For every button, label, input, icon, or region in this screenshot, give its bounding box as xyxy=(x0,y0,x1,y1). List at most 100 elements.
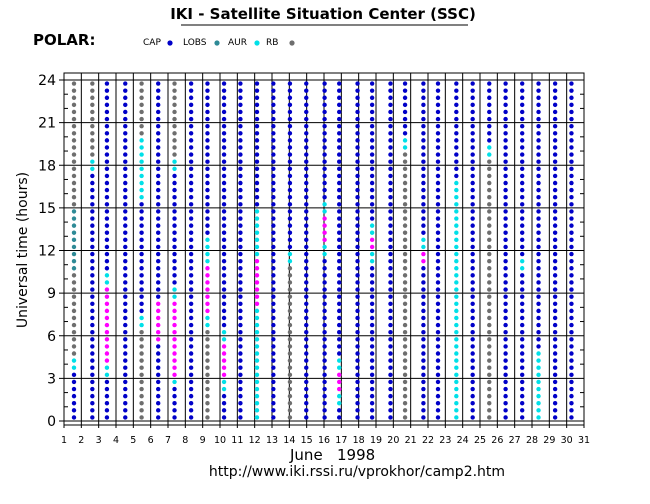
data-point xyxy=(421,138,426,143)
data-point xyxy=(369,223,375,228)
data-point xyxy=(221,116,227,122)
data-point xyxy=(337,173,342,179)
data-point xyxy=(304,337,309,342)
data-point xyxy=(123,109,128,115)
data-point xyxy=(520,244,525,250)
data-point xyxy=(71,223,77,228)
data-point xyxy=(304,209,309,214)
data-point xyxy=(322,152,327,157)
data-point xyxy=(238,237,243,243)
data-point xyxy=(470,95,475,100)
data-point xyxy=(205,273,210,278)
data-point xyxy=(470,195,475,200)
data-point xyxy=(355,322,360,328)
data-point xyxy=(71,280,77,285)
data-point xyxy=(388,223,393,228)
data-point xyxy=(454,102,459,108)
data-point xyxy=(304,344,309,349)
data-point xyxy=(71,301,77,306)
data-point xyxy=(470,337,475,342)
data-point xyxy=(369,372,375,378)
data-point xyxy=(104,251,110,257)
data-point xyxy=(123,166,128,172)
legend: CAP LOBS AUR RB xyxy=(143,38,295,48)
data-point xyxy=(254,322,260,328)
data-point xyxy=(188,88,194,93)
data-point xyxy=(71,152,77,157)
x-tick-label: 4 xyxy=(113,435,119,446)
data-point xyxy=(205,315,210,321)
data-point xyxy=(188,408,194,413)
data-point xyxy=(322,102,327,108)
data-point xyxy=(435,251,441,257)
x-tick-label: 25 xyxy=(474,435,486,446)
data-point xyxy=(487,209,492,214)
data-point xyxy=(188,251,194,257)
data-point xyxy=(487,138,492,143)
data-point xyxy=(254,337,260,342)
data-point xyxy=(435,379,441,385)
data-point xyxy=(470,372,475,378)
data-point xyxy=(71,88,77,93)
data-point xyxy=(503,95,508,100)
data-point xyxy=(156,123,161,129)
data-point xyxy=(90,223,95,228)
data-point xyxy=(421,109,426,115)
data-point xyxy=(503,315,508,321)
data-point xyxy=(402,180,408,186)
data-point xyxy=(188,322,194,328)
data-point xyxy=(238,351,243,356)
data-point xyxy=(369,386,375,392)
data-point xyxy=(188,329,194,335)
data-point xyxy=(188,386,194,392)
data-point xyxy=(454,266,459,271)
data-point xyxy=(104,81,110,86)
data-point xyxy=(271,358,276,363)
data-point xyxy=(221,337,227,342)
data-point xyxy=(322,195,327,200)
data-point xyxy=(221,237,227,243)
data-point xyxy=(123,152,128,157)
data-point xyxy=(172,322,177,328)
data-point xyxy=(421,88,426,93)
data-point xyxy=(369,329,375,335)
data-point xyxy=(487,322,492,328)
data-point xyxy=(71,202,77,207)
data-point xyxy=(304,315,309,321)
data-point xyxy=(322,266,327,271)
data-point xyxy=(355,216,360,221)
data-point xyxy=(421,166,426,172)
data-point xyxy=(123,308,128,314)
data-point xyxy=(156,393,161,399)
data-point xyxy=(139,329,144,335)
data-point xyxy=(454,195,459,200)
data-point xyxy=(487,393,492,399)
data-point xyxy=(454,337,459,342)
data-point xyxy=(90,102,95,108)
data-point xyxy=(435,280,441,285)
data-point xyxy=(304,266,309,271)
data-point xyxy=(156,244,161,250)
data-point xyxy=(536,216,541,221)
data-point xyxy=(369,102,375,108)
data-point xyxy=(156,116,161,122)
data-point xyxy=(172,372,177,378)
data-point xyxy=(552,131,558,136)
data-point xyxy=(238,230,243,235)
data-point xyxy=(355,386,360,392)
data-point xyxy=(287,372,293,378)
data-point xyxy=(90,88,95,93)
data-point xyxy=(355,230,360,235)
y-tick-label: 21 xyxy=(38,116,56,132)
data-point xyxy=(139,287,144,292)
data-point xyxy=(402,393,408,399)
data-point xyxy=(205,294,210,299)
data-point xyxy=(454,273,459,278)
data-point xyxy=(139,244,144,250)
data-point xyxy=(221,166,227,172)
data-point xyxy=(90,138,95,143)
data-point xyxy=(238,393,243,399)
data-point xyxy=(205,202,210,207)
data-point xyxy=(402,195,408,200)
x-tick-label: 11 xyxy=(231,435,243,446)
